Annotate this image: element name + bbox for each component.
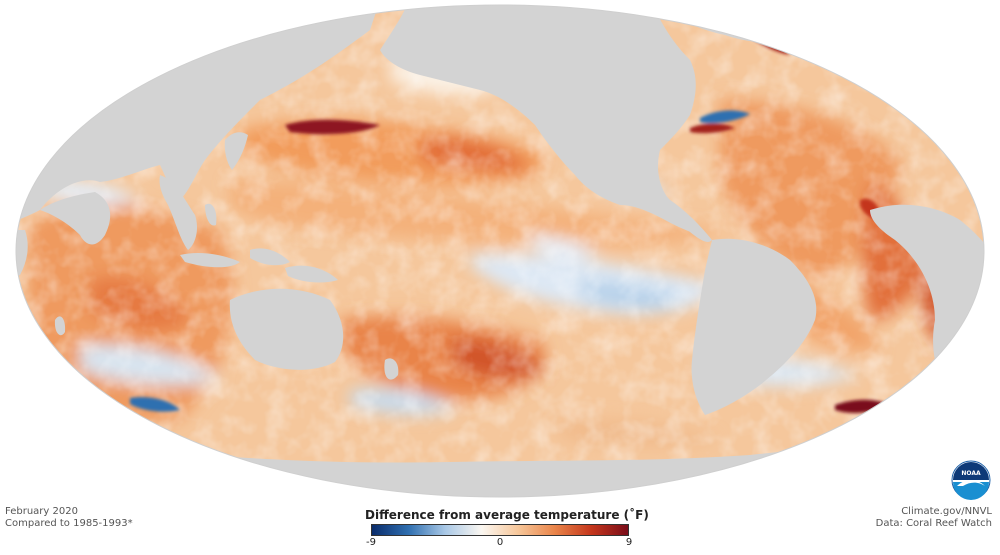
noaa-logo-icon: NOAA [951, 460, 991, 500]
legend-ticks: -9 0 9 [366, 536, 633, 550]
globe-outline [15, 4, 985, 498]
legend-tick-min: -9 [366, 537, 376, 548]
mollweide-map [15, 4, 985, 498]
land-south-america [691, 238, 817, 415]
footer-left: February 2020 Compared to 1985-1993* [5, 506, 133, 530]
land-new-zealand [384, 358, 399, 380]
color-legend: Difference from average temperature (˚F)… [365, 508, 649, 550]
legend-color-bar [371, 524, 629, 536]
land-india [40, 192, 111, 245]
land-japan [224, 132, 248, 170]
anomaly-map [15, 4, 985, 498]
land-north-america [380, 5, 705, 235]
legend-tick-max: 9 [625, 537, 633, 548]
land-philippines [205, 203, 217, 226]
land-se-asia [159, 175, 198, 250]
land-indonesia-2 [250, 248, 290, 266]
baseline-label: Compared to 1985-1993* [5, 518, 133, 529]
site-label: Climate.gov/NNVL [901, 506, 992, 517]
legend-tick-zero: 0 [496, 537, 504, 548]
land-indonesia-1 [180, 252, 240, 268]
date-label: February 2020 [5, 506, 78, 517]
land-australia [229, 288, 344, 370]
land-central-america [670, 200, 712, 243]
land-arabia [16, 230, 28, 280]
land-madagascar [54, 316, 66, 336]
noaa-logo-text: NOAA [961, 470, 981, 477]
source-label: Data: Coral Reef Watch [875, 518, 992, 529]
footer-right: Climate.gov/NNVL Data: Coral Reef Watch [876, 506, 992, 530]
land-new-guinea [285, 265, 338, 283]
legend-title: Difference from average temperature (˚F) [365, 508, 649, 522]
